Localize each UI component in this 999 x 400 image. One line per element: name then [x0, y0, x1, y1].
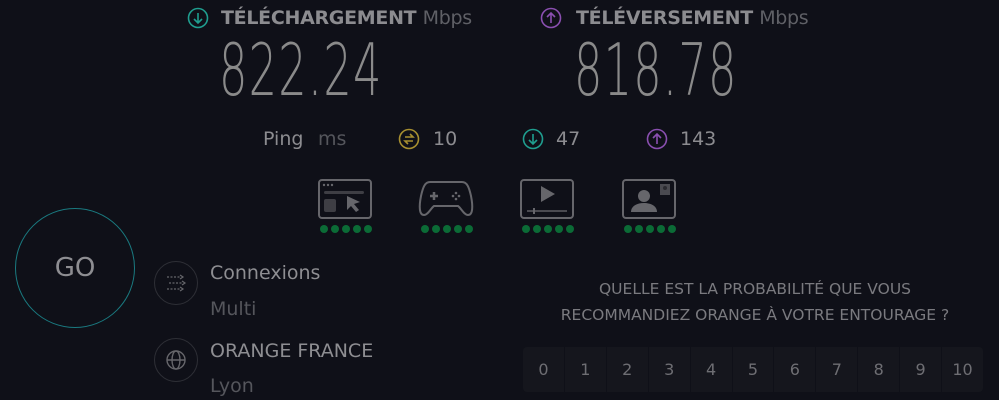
ping-unit: ms — [318, 128, 347, 150]
download-unit: Mbps — [422, 7, 473, 29]
upload-header: TÉLÉVERSEMENT Mbps — [576, 7, 809, 29]
rating-option-9[interactable]: 9 — [900, 347, 943, 392]
rating-option-4[interactable]: 4 — [691, 347, 733, 392]
arrow-down-circle-icon — [187, 7, 209, 29]
quality-rating-gaming — [421, 225, 473, 233]
upload-unit: Mbps — [759, 7, 809, 29]
rating-option-2[interactable]: 2 — [607, 347, 649, 392]
ping-download-value: 47 — [556, 128, 581, 150]
multi-connections-icon — [167, 274, 187, 292]
ping-idle-value: 10 — [433, 128, 458, 150]
ping-download-icon — [522, 128, 544, 150]
rating-option-3[interactable]: 3 — [649, 347, 691, 392]
download-speed: 822.24 — [219, 28, 383, 112]
quality-rating-video-call — [624, 225, 676, 233]
survey-question-line-2: RECOMMANDIEZ ORANGE À VOTRE ENTOURAGE ? — [560, 306, 950, 324]
download-header: TÉLÉCHARGEMENT Mbps — [221, 7, 472, 29]
upload-speed: 818.78 — [574, 28, 738, 112]
quality-rating-web — [320, 225, 372, 233]
connections-value[interactable]: Multi — [210, 298, 257, 320]
web-browsing-icon — [318, 179, 372, 219]
rating-option-5[interactable]: 5 — [733, 347, 775, 392]
survey-question-line-1: QUELLE EST LA PROBABILITÉ QUE VOUS — [598, 280, 911, 298]
ping-upload-icon — [646, 128, 668, 150]
survey-question: QUELLE EST LA PROBABILITÉ QUE VOUS RECOM… — [515, 276, 995, 328]
provider-location[interactable]: Lyon — [210, 375, 254, 397]
arrow-up-circle-icon — [540, 7, 562, 29]
ping-label: Ping — [263, 128, 304, 150]
provider-icon-circle — [154, 338, 198, 382]
go-button[interactable]: GO — [15, 208, 135, 328]
gaming-icon — [418, 181, 474, 217]
quality-rating-streaming — [522, 225, 574, 233]
video-streaming-icon — [520, 179, 574, 219]
rating-option-1[interactable]: 1 — [565, 347, 607, 392]
go-label: GO — [54, 253, 96, 283]
globe-icon — [166, 350, 186, 370]
video-call-icon — [622, 179, 676, 219]
survey-rating-scale: 0 1 2 3 4 5 6 7 8 9 10 — [523, 347, 983, 392]
rating-option-6[interactable]: 6 — [774, 347, 817, 392]
download-label: TÉLÉCHARGEMENT — [221, 7, 417, 29]
connections-icon-circle[interactable] — [154, 261, 198, 305]
ping-idle-icon — [398, 128, 420, 150]
rating-option-8[interactable]: 8 — [858, 347, 901, 392]
rating-option-7[interactable]: 7 — [816, 347, 859, 392]
provider-name: ORANGE FRANCE — [210, 340, 374, 362]
ping-upload-value: 143 — [680, 128, 717, 150]
upload-label: TÉLÉVERSEMENT — [576, 7, 753, 29]
rating-option-0[interactable]: 0 — [523, 347, 565, 392]
connections-title: Connexions — [210, 262, 321, 284]
rating-option-10[interactable]: 10 — [952, 360, 973, 379]
